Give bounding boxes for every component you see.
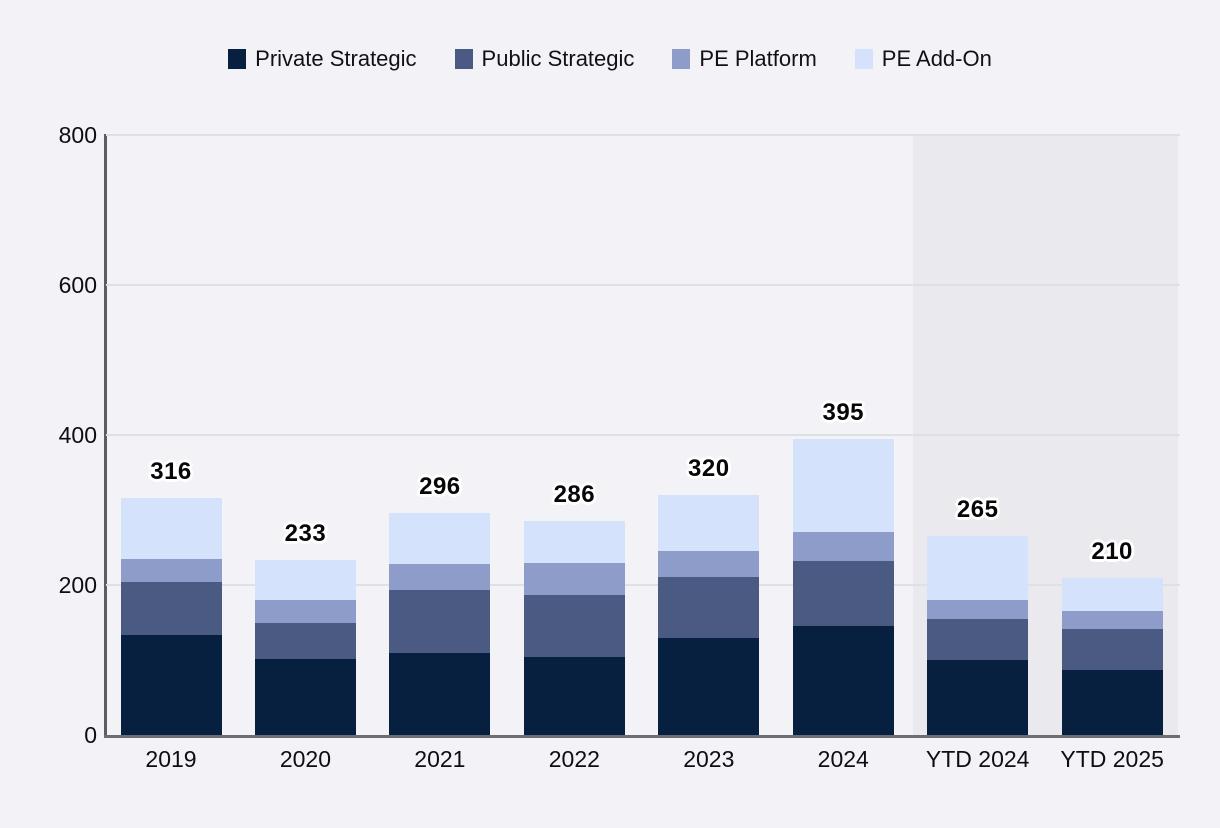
bar-group-ytd-2024 xyxy=(927,536,1029,735)
bar-segment-private-strategic-2022 xyxy=(523,657,625,735)
legend-label-private-strategic: Private Strategic xyxy=(255,46,417,71)
x-tick-label-ytd-2025: YTD 2025 xyxy=(1060,746,1164,772)
bar-segment-pe-add-on-2023 xyxy=(658,495,760,552)
bar-group-2021 xyxy=(389,513,491,735)
legend-label-pe-add-on: PE Add-On xyxy=(881,46,992,71)
legend-item-public-strategic: Public Strategic xyxy=(454,46,635,72)
bar-segment-private-strategic-ytd-2024 xyxy=(927,660,1029,735)
bar-group-2022 xyxy=(523,520,625,735)
y-tick-label-600: 600 xyxy=(58,272,97,298)
bar-segment-pe-add-on-2019 xyxy=(120,498,222,559)
bar-segment-public-strategic-2021 xyxy=(389,589,491,653)
legend-item-pe-add-on: PE Add-On xyxy=(854,46,992,72)
bar-group-2019 xyxy=(120,498,222,735)
gridline-800 xyxy=(106,134,1180,136)
bar-segment-private-strategic-ytd-2025 xyxy=(1061,669,1163,735)
bar-segment-pe-platform-2024 xyxy=(792,531,894,561)
bar-segment-pe-platform-2023 xyxy=(658,551,760,577)
bar-segment-pe-add-on-2020 xyxy=(254,560,356,600)
bar-total-2020: 233 xyxy=(284,520,327,548)
x-tick-label-2020: 2020 xyxy=(279,746,332,772)
bar-segment-pe-platform-ytd-2025 xyxy=(1061,610,1163,629)
bar-total-ytd-2025: 210 xyxy=(1091,537,1133,565)
bar-segment-pe-platform-2019 xyxy=(120,558,222,582)
x-tick-label-2023: 2023 xyxy=(683,746,735,772)
bar-total-2024: 395 xyxy=(822,398,865,426)
legend-label-public-strategic: Public Strategic xyxy=(481,46,635,71)
bar-segment-private-strategic-2024 xyxy=(792,626,894,735)
bar-group-2020 xyxy=(254,560,356,735)
gridline-600 xyxy=(106,284,1180,286)
bar-segment-pe-add-on-2021 xyxy=(389,513,491,564)
bar-segment-public-strategic-2023 xyxy=(658,576,760,639)
bar-segment-pe-platform-ytd-2024 xyxy=(927,600,1029,619)
bar-segment-pe-add-on-2024 xyxy=(792,438,894,532)
bar-segment-pe-platform-2022 xyxy=(523,563,625,595)
y-tick-label-200: 200 xyxy=(58,572,97,598)
bar-segment-public-strategic-2022 xyxy=(523,594,625,657)
bar-segment-public-strategic-ytd-2025 xyxy=(1061,628,1163,670)
bar-group-2023 xyxy=(658,495,760,735)
legend-swatch-pe-platform-icon xyxy=(672,49,691,69)
legend-item-pe-platform: PE Platform xyxy=(672,46,817,72)
x-tick-label-2021: 2021 xyxy=(414,746,466,772)
bar-total-2023: 320 xyxy=(688,455,730,482)
gridline-400 xyxy=(106,434,1180,436)
bar-total-2019: 316 xyxy=(150,458,192,485)
bar-segment-pe-add-on-ytd-2025 xyxy=(1061,577,1163,611)
legend: Private Strategic Public Strategic PE Pl… xyxy=(0,46,1220,72)
y-tick-label-400: 400 xyxy=(58,422,97,448)
bar-total-2022: 286 xyxy=(553,480,596,508)
legend-swatch-pe-add-on-icon xyxy=(854,49,873,69)
x-tick-label-2022: 2022 xyxy=(548,746,600,772)
bar-segment-public-strategic-ytd-2024 xyxy=(927,618,1029,660)
bar-total-2021: 296 xyxy=(419,473,461,500)
bar-segment-private-strategic-2023 xyxy=(658,638,760,735)
x-tick-label-ytd-2024: YTD 2024 xyxy=(925,746,1030,772)
bar-group-2024 xyxy=(792,438,894,735)
legend-item-private-strategic: Private Strategic xyxy=(228,46,417,72)
legend-swatch-private-strategic-icon xyxy=(228,49,247,69)
bar-segment-pe-platform-2021 xyxy=(389,564,491,590)
bar-segment-pe-add-on-ytd-2024 xyxy=(927,536,1029,600)
y-axis-line xyxy=(104,134,107,738)
x-tick-label-2024: 2024 xyxy=(817,746,869,772)
legend-label-pe-platform: PE Platform xyxy=(699,46,817,71)
bar-group-ytd-2025 xyxy=(1061,577,1163,735)
x-tick-label-2019: 2019 xyxy=(145,746,197,772)
x-axis-line xyxy=(104,735,1180,738)
bar-segment-private-strategic-2020 xyxy=(254,658,356,735)
y-tick-label-800: 800 xyxy=(58,122,97,148)
bar-segment-private-strategic-2021 xyxy=(389,652,491,735)
bar-segment-pe-platform-2020 xyxy=(254,600,356,623)
bar-segment-pe-add-on-2022 xyxy=(523,520,625,564)
bar-segment-public-strategic-2020 xyxy=(254,622,356,659)
y-tick-label-0: 0 xyxy=(84,722,97,748)
bar-segment-public-strategic-2019 xyxy=(120,582,222,636)
bar-segment-public-strategic-2024 xyxy=(792,561,894,627)
bar-segment-private-strategic-2019 xyxy=(120,635,222,735)
gridline-200 xyxy=(106,584,1180,586)
legend-swatch-public-strategic-icon xyxy=(454,49,473,69)
bar-total-ytd-2024: 265 xyxy=(956,496,999,524)
